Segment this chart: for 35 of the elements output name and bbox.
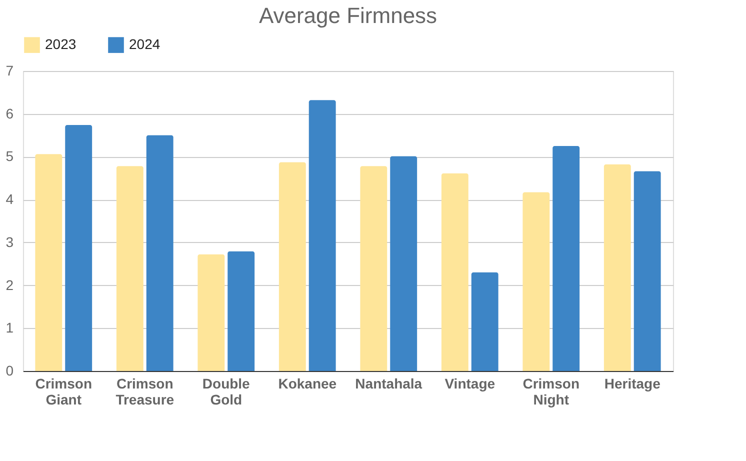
- bar: [146, 135, 174, 371]
- legend-label: 2023: [45, 36, 76, 52]
- bar: [278, 162, 306, 371]
- x-tick-label: Double Gold: [202, 376, 250, 408]
- bar: [198, 254, 225, 371]
- x-tick-label: Vintage: [444, 376, 496, 392]
- y-tick-label: 7: [6, 62, 14, 78]
- y-tick-label: 5: [6, 148, 14, 164]
- bar: [604, 164, 631, 371]
- y-tick-label: 4: [6, 191, 14, 208]
- bar: [228, 251, 255, 371]
- y-tick-label: 2: [6, 276, 14, 293]
- chart-title: Average Firmness: [258, 3, 438, 28]
- bar: [65, 125, 92, 371]
- bar: [441, 173, 468, 371]
- bar: [35, 154, 62, 371]
- x-tick-label: Heritage: [604, 376, 661, 392]
- y-tick-label: 1: [6, 320, 14, 336]
- bar: [308, 100, 336, 371]
- bar: [471, 272, 498, 371]
- x-tick-label: Crimson Treasure: [116, 376, 174, 408]
- bar: [116, 166, 144, 371]
- x-tick-label: Crimson Night: [522, 376, 580, 408]
- x-tick-label: Kokanee: [278, 376, 337, 392]
- y-tick-label: 3: [6, 234, 14, 250]
- bar: [522, 192, 550, 371]
- legend-label: 2024: [129, 36, 160, 52]
- y-tick-label: 0: [6, 362, 14, 378]
- bar: [634, 171, 661, 371]
- bar: [360, 166, 388, 371]
- bar: [552, 146, 580, 371]
- x-tick-label: Nantahala: [355, 376, 422, 392]
- bar: [390, 156, 418, 371]
- y-tick-label: 6: [6, 105, 14, 122]
- x-tick-label: Crimson Giant: [35, 376, 92, 408]
